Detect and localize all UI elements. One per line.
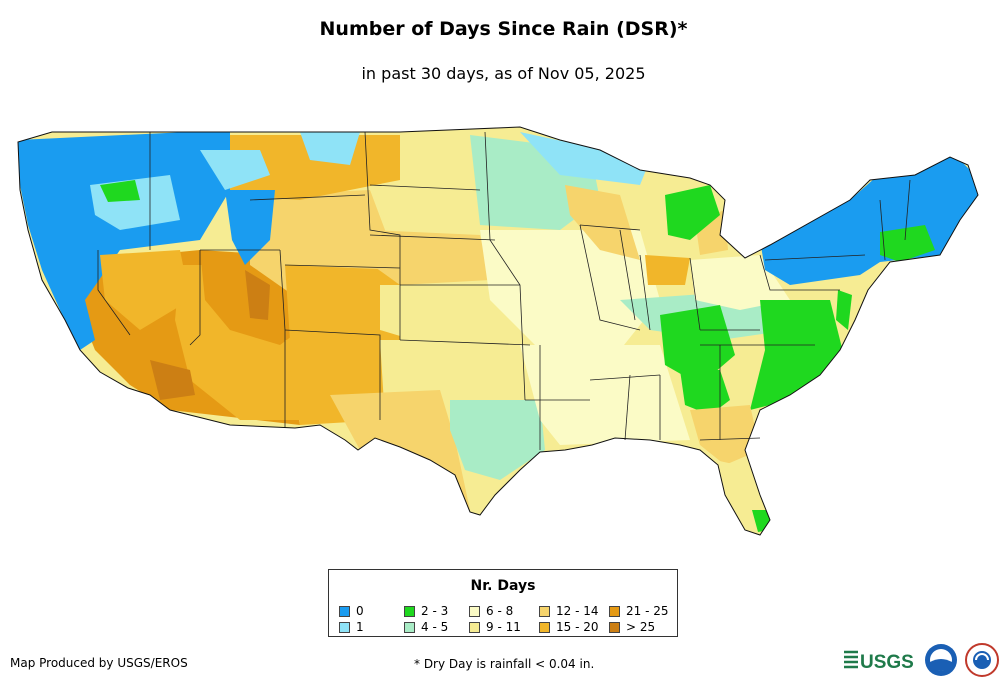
legend: Nr. Days 0 1 2 - 3 4 - 5 6 - 8 9 - 11 12 - 14 1… [328, 569, 678, 637]
legend-swatch [339, 606, 350, 617]
legend-label: > 25 [626, 620, 656, 634]
zone-12-14-georgia [690, 405, 760, 465]
zone-1-north-montana [300, 132, 360, 165]
legend-item: 12 - 14 [539, 604, 599, 618]
legend-label: 15 - 20 [556, 620, 599, 634]
zone-15-20-nevada [100, 250, 190, 330]
legend-swatch [609, 606, 620, 617]
map-title: Number of Days Since Rain (DSR)* [319, 18, 688, 40]
zone-2-3-newengland [880, 225, 935, 262]
legend-swatch [339, 622, 350, 633]
usgs-logo: USGS [844, 650, 914, 673]
legend-label: 9 - 11 [486, 620, 521, 634]
zone-2-3-alabama [680, 370, 730, 415]
legend-label: 2 - 3 [421, 604, 449, 618]
zone-gt25-southwest [150, 360, 195, 400]
zone-0-northeast [760, 155, 978, 285]
legend-swatch [404, 622, 415, 633]
zone-15-20-colorado [285, 265, 400, 340]
legend-item: 6 - 8 [469, 604, 513, 618]
legend-item: 15 - 20 [539, 620, 599, 634]
zone-2-3-tennessee [660, 305, 735, 385]
zone-6-8-south [520, 345, 690, 445]
legend-swatch [404, 606, 415, 617]
legend-swatch [609, 622, 620, 633]
nws-logo [965, 643, 999, 677]
legend-swatch [539, 622, 550, 633]
legend-item: > 25 [609, 620, 655, 634]
zone-0-wyoming-patch [225, 190, 275, 265]
zone-1-montana [200, 150, 270, 190]
zone-1-greatlakes [520, 132, 650, 185]
zone-2-3-delmarva [836, 290, 852, 330]
producer-credit: Map Produced by USGS/EROS [10, 656, 188, 670]
zone-15-20-indiana [645, 255, 690, 285]
zone-2-3-michigan [665, 185, 720, 240]
legend-label: 4 - 5 [421, 620, 449, 634]
legend-item: 9 - 11 [469, 620, 521, 634]
zone-4-5-texas [450, 400, 545, 480]
zone-12-14-wisconsin [565, 185, 640, 260]
zone-2-3-carolinas [750, 300, 845, 410]
legend-label: 21 - 25 [626, 604, 669, 618]
zone-9-11-plains [380, 285, 520, 345]
dry-day-note: * Dry Day is rainfall < 0.04 in. [414, 657, 595, 671]
legend-label: 0 [356, 604, 364, 618]
legend-swatch [469, 622, 480, 633]
legend-item: 1 [339, 620, 364, 634]
map-subtitle: in past 30 days, as of Nov 05, 2025 [361, 64, 646, 83]
zone-0-northwest [18, 130, 230, 350]
dsr-zones [18, 130, 978, 532]
noaa-logo [925, 644, 957, 676]
state-borders [97, 131, 911, 450]
legend-swatch [539, 606, 550, 617]
legend-title: Nr. Days [470, 578, 536, 594]
zone-2-3-idaho [100, 180, 140, 202]
zone-gt25-utah [245, 270, 270, 320]
zone-6-8-midwest [480, 230, 660, 350]
legend-item: 2 - 3 [404, 604, 448, 618]
legend-label: 12 - 14 [556, 604, 599, 618]
zone-15-20-montana [220, 135, 400, 200]
legend-label: 1 [356, 620, 364, 634]
legend-item: 21 - 25 [609, 604, 669, 618]
legend-label: 6 - 8 [486, 604, 514, 618]
usgs-logo-text: USGS [860, 652, 914, 673]
zone-12-14-nebraska [365, 230, 490, 285]
legend-item: 0 [339, 604, 364, 618]
legend-swatch [469, 606, 480, 617]
legend-item: 4 - 5 [404, 620, 448, 634]
agency-logos: USGS [844, 643, 999, 677]
